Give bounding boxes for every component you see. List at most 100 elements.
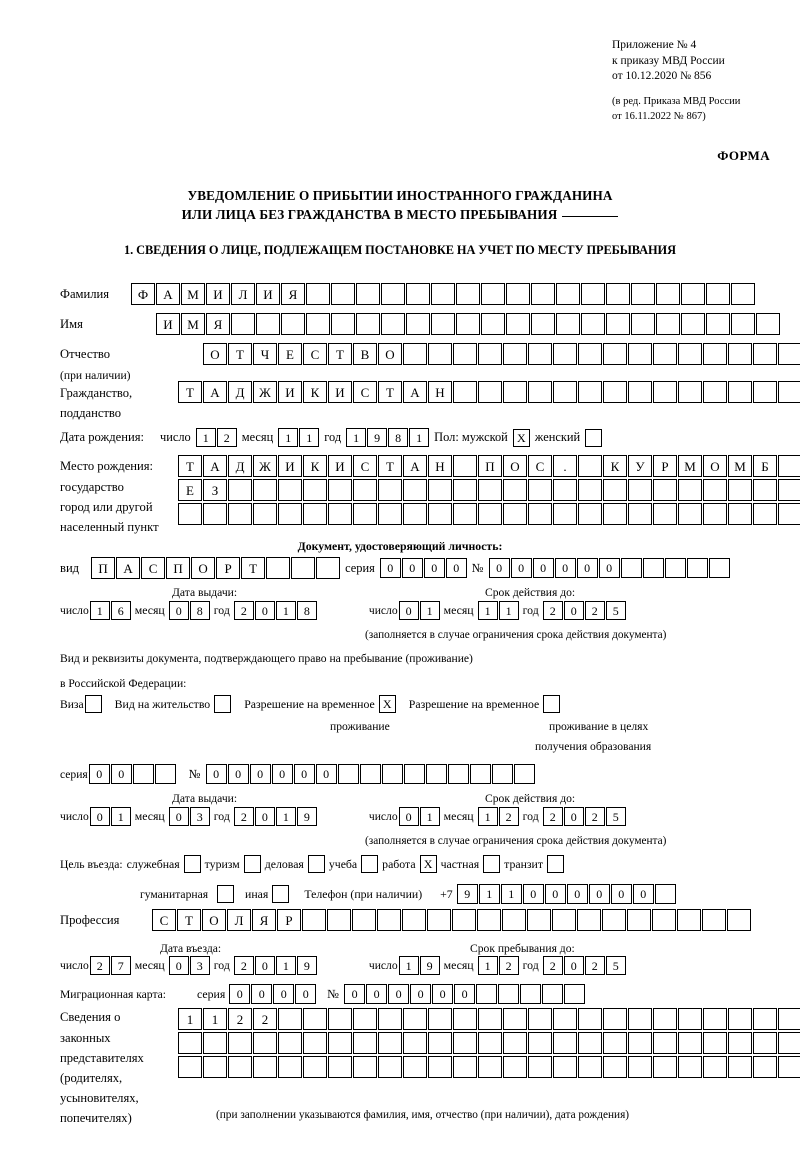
char-box[interactable]: 2 — [542, 601, 563, 620]
char-box[interactable]: 0 — [532, 558, 554, 578]
char-box[interactable] — [553, 479, 577, 501]
char-box[interactable]: 2 — [498, 956, 519, 975]
char-box[interactable] — [753, 1056, 777, 1078]
char-box[interactable] — [556, 313, 580, 335]
char-box[interactable]: Д — [228, 455, 252, 477]
char-box[interactable] — [352, 909, 376, 931]
char-box[interactable] — [778, 455, 800, 477]
char-box[interactable]: М — [678, 455, 702, 477]
char-box[interactable]: 0 — [110, 764, 132, 784]
char-box[interactable] — [553, 1032, 577, 1054]
char-box[interactable] — [378, 1056, 402, 1078]
char-box[interactable] — [403, 1008, 427, 1030]
char-box[interactable]: 2 — [542, 956, 563, 975]
char-box[interactable]: Р — [653, 455, 677, 477]
char-box[interactable]: 1 — [110, 807, 131, 826]
char-box[interactable] — [778, 503, 800, 525]
char-box[interactable]: 8 — [296, 601, 317, 620]
char-box[interactable] — [502, 909, 526, 931]
char-box[interactable]: 0 — [588, 884, 610, 904]
char-box[interactable]: 0 — [410, 984, 432, 1004]
char-box[interactable] — [653, 343, 677, 365]
purpose-business-checkbox[interactable] — [307, 855, 325, 874]
char-box[interactable]: 8 — [189, 601, 210, 620]
char-box[interactable] — [578, 1032, 602, 1054]
char-box[interactable] — [447, 764, 469, 784]
char-box[interactable]: А — [156, 283, 180, 305]
char-box[interactable]: К — [303, 455, 327, 477]
char-box[interactable] — [453, 503, 477, 525]
char-box[interactable] — [528, 479, 552, 501]
char-box[interactable]: 8 — [388, 428, 409, 447]
char-box[interactable]: И — [156, 313, 180, 335]
char-box[interactable] — [453, 343, 477, 365]
char-box[interactable]: М — [181, 283, 205, 305]
char-box[interactable] — [428, 503, 452, 525]
char-box[interactable] — [578, 503, 602, 525]
char-box[interactable] — [253, 503, 277, 525]
char-box[interactable]: 6 — [110, 601, 131, 620]
char-box[interactable] — [478, 1056, 502, 1078]
char-box[interactable]: Т — [241, 557, 266, 579]
char-box[interactable]: В — [353, 343, 377, 365]
char-box[interactable] — [578, 381, 602, 403]
char-box[interactable] — [453, 455, 477, 477]
char-box[interactable] — [753, 479, 777, 501]
char-box[interactable]: 9 — [367, 428, 388, 447]
char-box[interactable] — [331, 283, 355, 305]
char-box[interactable]: 1 — [478, 884, 500, 904]
char-box[interactable] — [506, 313, 530, 335]
char-box[interactable] — [403, 479, 427, 501]
char-box[interactable] — [628, 381, 652, 403]
char-box[interactable]: 2 — [584, 956, 605, 975]
char-box[interactable] — [664, 558, 686, 578]
char-box[interactable] — [528, 1056, 552, 1078]
char-box[interactable]: 1 — [275, 807, 296, 826]
char-box[interactable]: 0 — [598, 558, 620, 578]
char-box[interactable] — [377, 909, 401, 931]
char-box[interactable] — [728, 479, 752, 501]
char-box[interactable] — [178, 503, 202, 525]
char-box[interactable] — [603, 1008, 627, 1030]
char-box[interactable] — [728, 343, 752, 365]
char-box[interactable]: Т — [228, 343, 252, 365]
char-box[interactable] — [603, 1032, 627, 1054]
char-box[interactable]: 0 — [168, 956, 189, 975]
char-box[interactable] — [628, 343, 652, 365]
char-box[interactable]: М — [181, 313, 205, 335]
char-box[interactable]: 0 — [168, 601, 189, 620]
char-box[interactable] — [528, 1032, 552, 1054]
char-box[interactable] — [603, 503, 627, 525]
char-box[interactable]: С — [141, 557, 166, 579]
char-box[interactable]: 0 — [388, 984, 410, 1004]
char-box[interactable] — [228, 1056, 252, 1078]
char-box[interactable] — [778, 479, 800, 501]
char-box[interactable] — [253, 1056, 277, 1078]
char-box[interactable] — [656, 283, 680, 305]
char-box[interactable]: 1 — [419, 807, 440, 826]
char-box[interactable] — [778, 381, 800, 403]
char-box[interactable] — [708, 558, 730, 578]
char-box[interactable]: 5 — [605, 807, 626, 826]
char-box[interactable]: 0 — [205, 764, 227, 784]
char-box[interactable]: 0 — [454, 984, 476, 1004]
char-box[interactable] — [253, 1032, 277, 1054]
char-box[interactable]: 1 — [278, 428, 299, 447]
char-box[interactable]: 0 — [563, 956, 584, 975]
char-box[interactable]: С — [353, 381, 377, 403]
char-box[interactable] — [620, 558, 642, 578]
char-box[interactable]: 0 — [88, 764, 110, 784]
char-box[interactable] — [527, 909, 551, 931]
char-box[interactable] — [331, 313, 355, 335]
